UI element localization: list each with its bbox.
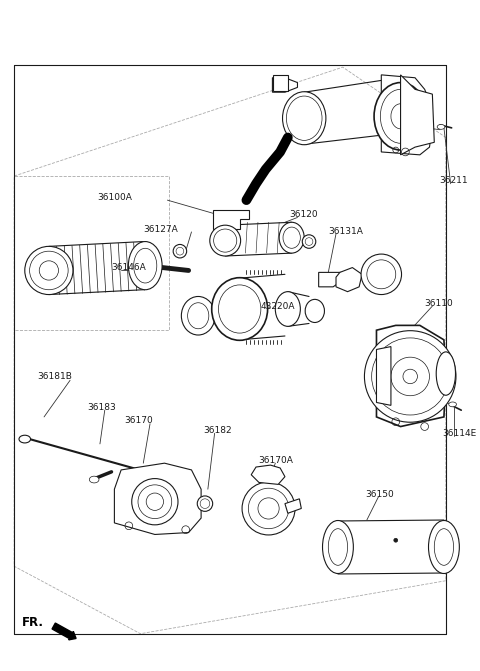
Ellipse shape <box>25 246 73 295</box>
Ellipse shape <box>436 352 456 395</box>
Ellipse shape <box>128 242 162 290</box>
Text: 36131A: 36131A <box>328 227 363 236</box>
Text: 36170: 36170 <box>124 416 153 425</box>
Text: 36110: 36110 <box>425 299 454 308</box>
Polygon shape <box>376 325 446 427</box>
Text: 36183: 36183 <box>87 403 116 412</box>
Ellipse shape <box>89 476 99 483</box>
Ellipse shape <box>279 222 304 253</box>
Ellipse shape <box>449 402 456 407</box>
Polygon shape <box>114 463 201 535</box>
Text: 36100A: 36100A <box>97 193 132 202</box>
Polygon shape <box>273 78 298 92</box>
FancyArrow shape <box>52 623 76 640</box>
Polygon shape <box>376 347 391 405</box>
Ellipse shape <box>276 292 300 326</box>
Polygon shape <box>285 499 301 513</box>
Text: 36181B: 36181B <box>37 372 72 381</box>
Ellipse shape <box>429 521 459 574</box>
Ellipse shape <box>173 244 187 258</box>
Polygon shape <box>401 75 434 155</box>
Text: 36211: 36211 <box>439 176 468 185</box>
Ellipse shape <box>132 478 178 525</box>
Text: 36114E: 36114E <box>442 429 476 437</box>
Ellipse shape <box>305 299 324 323</box>
Polygon shape <box>274 75 288 91</box>
Text: 36182: 36182 <box>203 426 232 435</box>
Text: 36150: 36150 <box>365 490 394 499</box>
Polygon shape <box>213 210 249 229</box>
Text: 36170A: 36170A <box>258 456 293 465</box>
Ellipse shape <box>302 235 316 248</box>
Text: 36120: 36120 <box>290 210 318 219</box>
Text: 36146A: 36146A <box>111 263 146 272</box>
Ellipse shape <box>364 331 456 422</box>
Polygon shape <box>381 75 432 155</box>
Text: 36127A: 36127A <box>144 225 178 234</box>
Polygon shape <box>336 268 362 292</box>
Text: 43220A: 43220A <box>261 301 295 311</box>
Text: FR.: FR. <box>22 616 44 629</box>
Ellipse shape <box>394 538 397 542</box>
Ellipse shape <box>374 83 427 150</box>
Polygon shape <box>319 272 343 287</box>
Ellipse shape <box>323 521 353 574</box>
Ellipse shape <box>19 435 31 443</box>
Ellipse shape <box>197 496 213 511</box>
Ellipse shape <box>181 297 215 335</box>
Ellipse shape <box>210 225 240 256</box>
Ellipse shape <box>437 125 445 130</box>
Ellipse shape <box>361 254 402 295</box>
Ellipse shape <box>283 92 326 145</box>
Polygon shape <box>251 465 285 484</box>
Ellipse shape <box>212 278 267 340</box>
Ellipse shape <box>242 482 295 535</box>
